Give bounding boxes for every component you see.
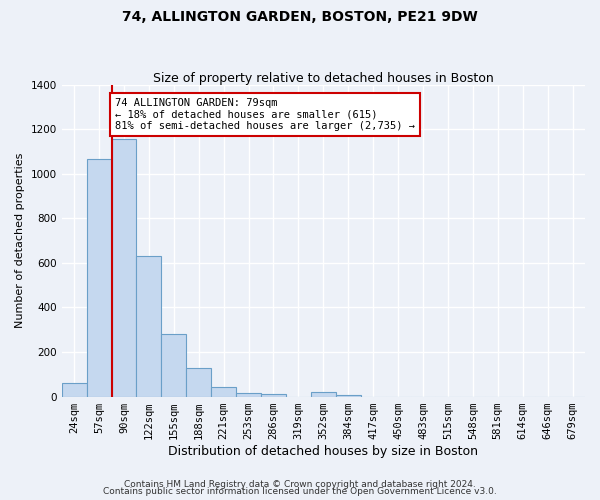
Y-axis label: Number of detached properties: Number of detached properties [15,153,25,328]
Bar [336,395,361,396]
Bar [211,386,236,396]
X-axis label: Distribution of detached houses by size in Boston: Distribution of detached houses by size … [169,444,478,458]
Bar [62,383,86,396]
Bar [136,256,161,396]
Bar [186,368,211,396]
Bar [261,394,286,396]
Text: 74 ALLINGTON GARDEN: 79sqm
← 18% of detached houses are smaller (615)
81% of sem: 74 ALLINGTON GARDEN: 79sqm ← 18% of deta… [115,98,415,131]
Bar [236,392,261,396]
Bar [112,139,136,396]
Bar [86,159,112,396]
Text: 74, ALLINGTON GARDEN, BOSTON, PE21 9DW: 74, ALLINGTON GARDEN, BOSTON, PE21 9DW [122,10,478,24]
Bar [161,334,186,396]
Title: Size of property relative to detached houses in Boston: Size of property relative to detached ho… [153,72,494,85]
Text: Contains HM Land Registry data © Crown copyright and database right 2024.: Contains HM Land Registry data © Crown c… [124,480,476,489]
Bar [311,392,336,396]
Text: Contains public sector information licensed under the Open Government Licence v3: Contains public sector information licen… [103,488,497,496]
